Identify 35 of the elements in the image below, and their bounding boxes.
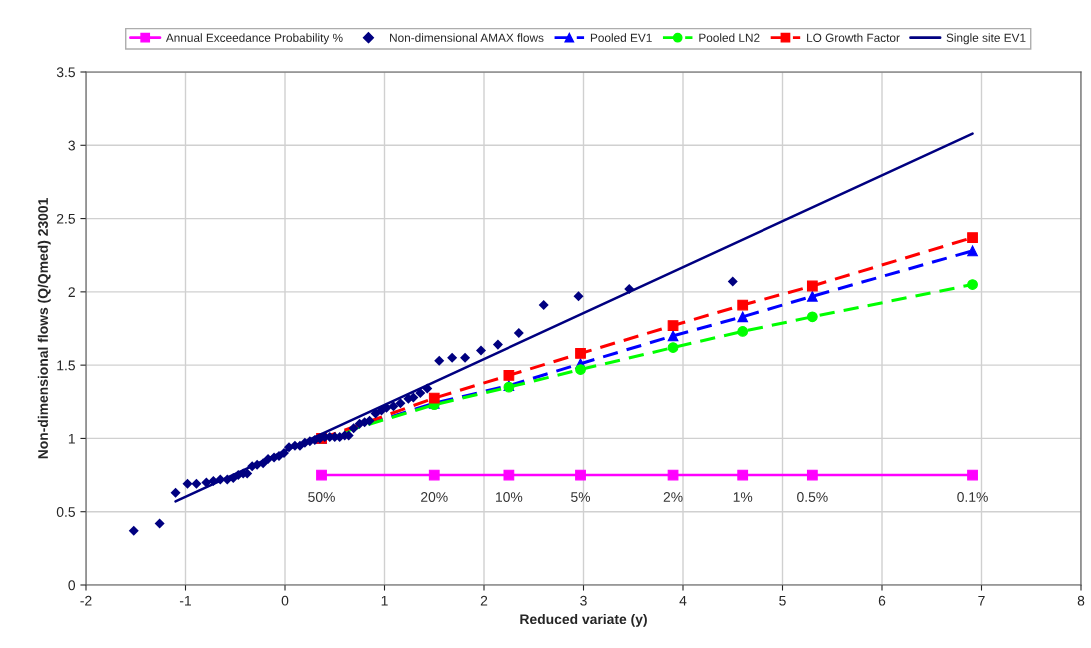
y-tick-label: 0.5 [56, 507, 75, 517]
y-tick-label: 1 [68, 433, 75, 444]
x-tick-label: 7 [978, 595, 985, 606]
y-tick-label: 0 [68, 580, 76, 591]
legend-label: Single site EV1 [946, 33, 1026, 45]
x-tick-label: 0 [281, 595, 289, 606]
legend-label: Pooled LN2 [699, 33, 760, 42]
legend-label: Pooled EV1 [590, 33, 652, 42]
annotation: 2% [663, 492, 683, 502]
y-tick-label: 2.5 [56, 213, 75, 224]
x-tick-label: 4 [679, 595, 687, 606]
annotation: 0.1% [957, 492, 988, 502]
y-tick-label: 2 [68, 287, 75, 297]
y-axis-title: Non-dimensional flows (Q/Qmed) 23001 [37, 198, 51, 459]
annotation: 5% [571, 492, 591, 502]
x-tick-label: 8 [1077, 595, 1085, 606]
x-tick-label: 5 [779, 595, 786, 606]
x-tick-label: 3 [580, 595, 587, 606]
annotation: 50% [308, 492, 335, 502]
legend-label: Annual Exceedance Probability % [165, 33, 343, 45]
x-axis-title: Reduced variate (y) [520, 613, 647, 627]
y-tick-label: 1.5 [57, 360, 75, 371]
legend-label: LO Growth Factor [807, 33, 900, 42]
annotation: 20% [421, 492, 448, 502]
y-tick-label: 3.5 [56, 67, 75, 78]
annotation: 0.5% [797, 492, 828, 502]
annotation: 1% [733, 492, 753, 502]
legend-label: Non-dimensional AMAX flows [390, 33, 544, 42]
x-tick-label: -1 [179, 595, 191, 606]
x-tick-label: 1 [381, 595, 388, 606]
annotation: 10% [496, 492, 523, 502]
x-tick-label: 6 [878, 595, 886, 606]
x-tick-label: -2 [80, 595, 92, 606]
x-tick-label: 2 [480, 595, 488, 606]
y-tick-label: 3 [68, 140, 75, 151]
